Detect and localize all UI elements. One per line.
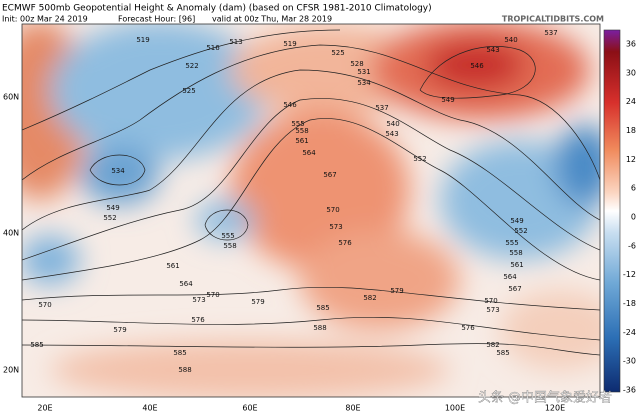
contour-label: 543 <box>486 46 499 54</box>
contour-label: 570 <box>484 297 497 305</box>
colorbar-tick-label: 12 <box>626 155 636 164</box>
contour-label: 585 <box>173 349 186 357</box>
contour-label: 552 <box>413 155 426 163</box>
contour-label: 561 <box>166 262 179 270</box>
contour-label: 534 <box>111 167 125 175</box>
contour-label: 588 <box>178 366 191 374</box>
contour-label: 540 <box>386 120 399 128</box>
contour-label: 585 <box>30 341 43 349</box>
forecast-hour: Forecast Hour: [96] <box>118 15 195 24</box>
contour-label: 558 <box>295 127 308 135</box>
contour-label: 525 <box>182 87 195 95</box>
contour-label: 534 <box>357 79 371 87</box>
contour-label: 537 <box>375 104 388 112</box>
contour-label: 531 <box>357 68 370 76</box>
contour-label: 567 <box>508 285 521 293</box>
contour-label: 528 <box>350 60 363 68</box>
contour-label: 567 <box>323 171 336 179</box>
longitude-label: 100E <box>445 404 465 413</box>
contour-label: 564 <box>302 149 316 157</box>
colorbar-tick-label: -12 <box>623 270 636 279</box>
contour-label: 519 <box>136 36 149 44</box>
colorbar-tick-label: 0 <box>631 213 636 222</box>
colorbar-tick-label: -6 <box>628 241 636 250</box>
contour-label: 585 <box>496 349 509 357</box>
init-time: Init: 00z Mar 24 2019 <box>2 15 88 24</box>
contour-label: 516 <box>206 44 220 52</box>
valid-time: valid at 00z Thu, Mar 28 2019 <box>212 15 332 24</box>
contour-label: 576 <box>191 316 205 324</box>
map-frame <box>21 23 601 398</box>
contour-label: 576 <box>338 239 352 247</box>
colorbar <box>603 29 621 393</box>
contour-label: 558 <box>223 242 236 250</box>
title: ECMWF 500mb Geopotential Height & Anomal… <box>2 4 432 14</box>
contour-label: 558 <box>509 249 522 257</box>
contour-label: 570 <box>326 206 339 214</box>
longitude-label: 80E <box>345 404 360 413</box>
contour-label: 579 <box>113 326 126 334</box>
contour-label: 549 <box>106 204 119 212</box>
contour-label: 552 <box>514 227 527 235</box>
contour-label: 546 <box>470 62 484 70</box>
contour-label: 525 <box>331 49 344 57</box>
contour-label: 519 <box>283 40 296 48</box>
contour-label: 582 <box>486 341 499 349</box>
contour-label: 555 <box>291 120 304 128</box>
contour-label: 555 <box>505 239 518 247</box>
colorbar-tick-label: -24 <box>623 328 636 337</box>
latitude-label: 60N <box>3 93 19 102</box>
colorbar-tick-label: 24 <box>626 97 636 106</box>
contour-label: 540 <box>504 36 517 44</box>
contour-label: 573 <box>486 306 499 314</box>
colorbar-tick-label: -18 <box>623 299 636 308</box>
contour-label: 513 <box>229 38 242 46</box>
contour-label: 543 <box>385 130 398 138</box>
contours <box>22 29 600 356</box>
contour-label: 564 <box>179 280 193 288</box>
site-credit: TROPICALTIDBITS.COM <box>502 15 604 24</box>
contour-label: 588 <box>313 324 326 332</box>
contour-label: 570 <box>206 291 219 299</box>
colorbar-tick-label: 30 <box>626 68 636 77</box>
contour-label: 582 <box>363 294 376 302</box>
contour-label: 561 <box>510 261 523 269</box>
colorbar-tick-label: 36 <box>626 40 636 49</box>
watermark: 头条 @中国气象爱好者 <box>478 390 612 406</box>
contour-label: 546 <box>283 101 297 109</box>
contour-label: 552 <box>103 214 116 222</box>
colorbar-tick-label: 6 <box>631 184 636 193</box>
contour-label: 537 <box>544 29 557 37</box>
contour-label: 549 <box>510 217 523 225</box>
contour-label: 561 <box>295 137 308 145</box>
contour-label: 585 <box>316 304 329 312</box>
contour-label: 573 <box>192 296 205 304</box>
contour-label: 570 <box>38 301 51 309</box>
latitude-label: 20N <box>3 366 19 375</box>
contour-label: 576 <box>461 324 475 332</box>
contour-label: 573 <box>329 223 342 231</box>
contour-label: 522 <box>185 62 198 70</box>
colorbar-tick-label: 18 <box>626 126 636 135</box>
colorbar-tick-label: -30 <box>623 357 636 366</box>
longitude-label: 40E <box>142 404 157 413</box>
colorbar-tick-label: -36 <box>623 386 636 395</box>
contour-label: 579 <box>390 287 403 295</box>
contour-label: 555 <box>221 232 234 240</box>
contour-label: 564 <box>503 273 517 281</box>
longitude-label: 20E <box>37 404 52 413</box>
longitude-label: 60E <box>242 404 257 413</box>
latitude-label: 40N <box>3 229 19 238</box>
contour-label: 549 <box>441 96 454 104</box>
longitude-label: 120E <box>545 404 565 413</box>
contour-label: 579 <box>251 298 264 306</box>
